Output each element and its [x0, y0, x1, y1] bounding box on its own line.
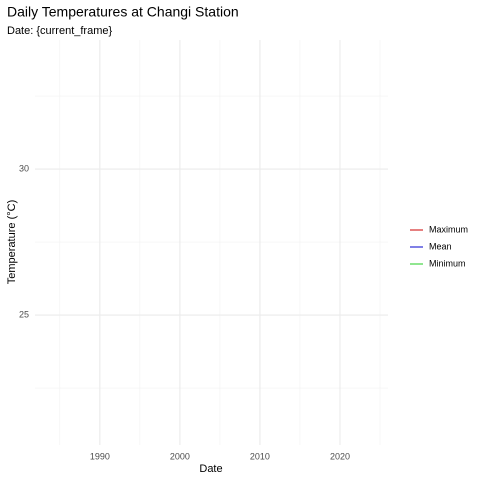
- x-tick-label: 1990: [90, 451, 110, 461]
- y-tick-label: 30: [19, 163, 29, 173]
- x-tick-label: 2020: [330, 451, 350, 461]
- y-tick-label: 25: [19, 309, 29, 319]
- chart-subtitle: Date: {current_frame}: [7, 25, 112, 37]
- x-tick-label: 2000: [170, 451, 190, 461]
- x-axis-label: Date: [199, 463, 222, 475]
- x-tick-label: 2010: [250, 451, 270, 461]
- legend-label: Maximum: [429, 224, 468, 234]
- legend-label: Mean: [429, 241, 452, 251]
- chart-title: Daily Temperatures at Changi Station: [7, 4, 239, 20]
- y-axis-label: Temperature (°C): [6, 200, 18, 284]
- legend-label: Minimum: [429, 258, 466, 268]
